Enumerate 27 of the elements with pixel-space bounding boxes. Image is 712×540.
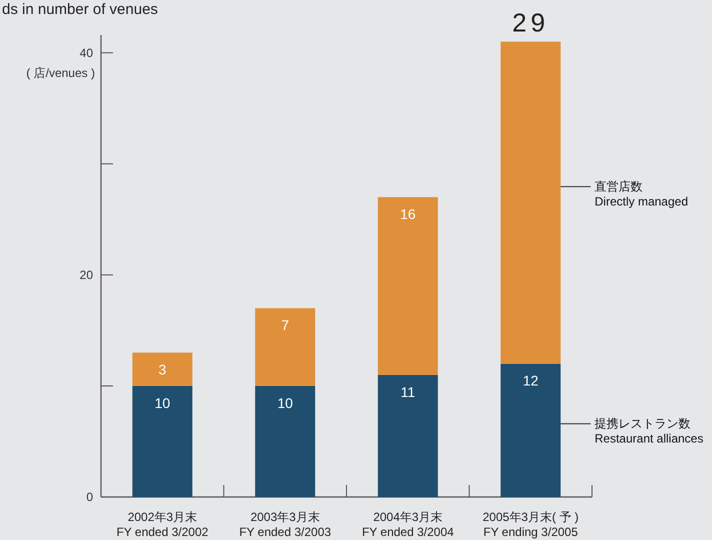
bar: [132, 352, 192, 386]
bar: [500, 364, 561, 497]
x-tick-label: 2002年3月末 FY ended 3/2002: [116, 510, 209, 539]
bar: [378, 197, 438, 375]
y-axis-title: ( 店/venues ): [26, 66, 95, 80]
y-tick-label: 20: [80, 268, 94, 282]
x-tick-label: 2003年3月末 FY ended 3/2003: [239, 510, 332, 539]
bar: [255, 386, 316, 497]
text: 直営店数 Directly managed: [594, 180, 688, 209]
data-label: 11: [400, 384, 416, 400]
bar: [255, 308, 316, 386]
x-tick-label: 2004年3月末 FY ended 3/2004: [362, 510, 454, 539]
data-label: 16: [400, 206, 416, 222]
bar: [132, 386, 192, 497]
x-tick-label: 2005年3月末( 予 ) FY ending 3/2005: [482, 510, 579, 539]
data-label: 7: [281, 317, 290, 334]
bar: [378, 374, 438, 497]
data-label: 10: [154, 394, 170, 411]
text: 提携レストラン数 Restaurant alliances: [594, 416, 704, 446]
y-tick-label: 40: [80, 46, 94, 60]
bar: [500, 42, 561, 364]
data-label: 29: [512, 8, 550, 38]
data-label: 10: [277, 394, 294, 411]
data-label: 12: [522, 372, 539, 389]
y-tick-label: 0: [86, 490, 94, 504]
data-label: 3: [158, 362, 166, 378]
chart-title: ds in number of venues: [2, 1, 158, 18]
